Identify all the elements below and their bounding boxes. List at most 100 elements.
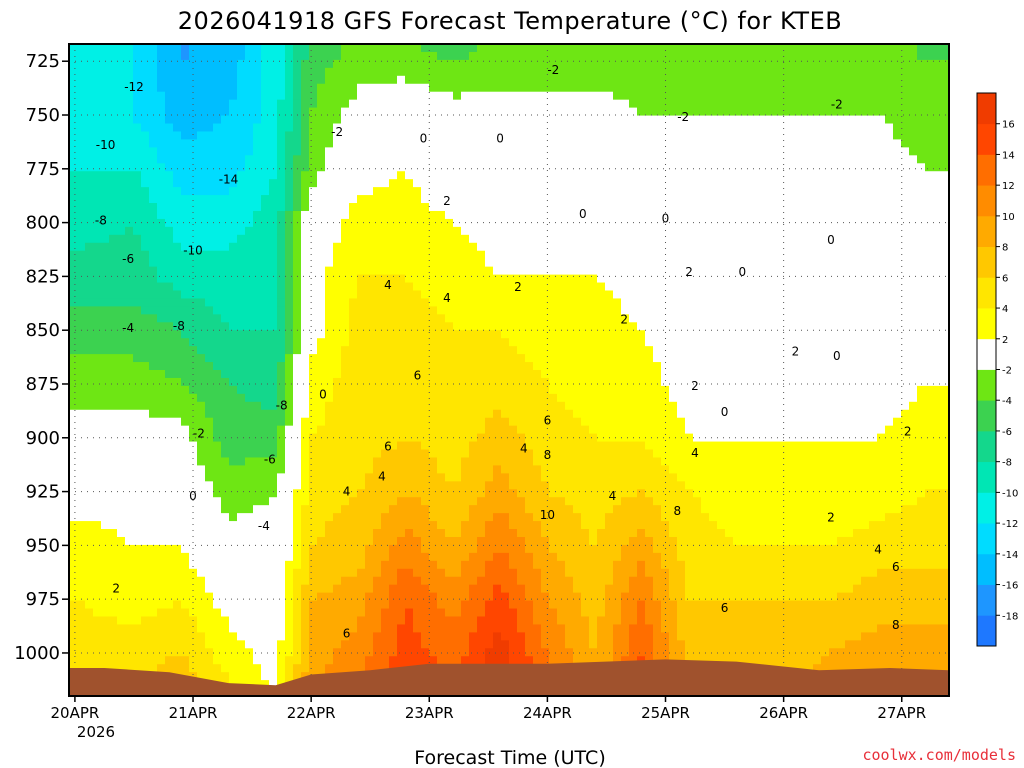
- temperature-cell: [165, 115, 174, 125]
- temperature-cell: [221, 330, 230, 339]
- temperature-cell: [477, 560, 486, 570]
- temperature-cell: [469, 139, 478, 148]
- temperature-cell: [357, 393, 366, 403]
- temperature-cell: [245, 592, 254, 602]
- temperature-cell: [101, 449, 110, 459]
- temperature-cell: [285, 195, 294, 204]
- temperature-cell: [469, 616, 478, 626]
- temperature-cell: [173, 322, 182, 331]
- temperature-cell: [549, 163, 558, 172]
- temperature-cell: [165, 147, 174, 156]
- temperature-cell: [493, 107, 502, 117]
- temperature-cell: [357, 560, 366, 570]
- temperature-cell: [381, 370, 390, 379]
- temperature-cell: [221, 282, 230, 292]
- temperature-cell: [453, 624, 462, 633]
- temperature-cell: [453, 608, 462, 618]
- temperature-cell: [397, 425, 406, 435]
- temperature-cell: [437, 489, 446, 498]
- temperature-cell: [509, 473, 518, 482]
- temperature-cell: [405, 481, 414, 490]
- temperature-cell: [253, 393, 262, 403]
- temperature-cell: [141, 354, 150, 363]
- temperature-cell: [445, 306, 454, 315]
- temperature-cell: [373, 600, 382, 610]
- temperature-cell: [205, 314, 214, 323]
- temperature-cell: [133, 354, 142, 363]
- temperature-cell: [269, 51, 278, 61]
- temperature-cell: [125, 155, 134, 164]
- temperature-cell: [445, 592, 454, 602]
- temperature-cell: [181, 489, 190, 498]
- temperature-cell: [237, 115, 246, 125]
- temperature-cell: [365, 234, 374, 244]
- temperature-cell: [85, 258, 94, 268]
- temperature-cell: [453, 473, 462, 482]
- temperature-cell: [509, 401, 518, 411]
- temperature-cell: [93, 513, 102, 522]
- temperature-cell: [349, 218, 358, 228]
- temperature-cell: [501, 425, 510, 435]
- temperature-cell: [245, 529, 254, 538]
- temperature-cell: [317, 560, 326, 570]
- temperature-cell: [453, 91, 462, 101]
- temperature-cell: [525, 67, 534, 77]
- temperature-cell: [357, 664, 366, 673]
- temperature-cell: [533, 346, 542, 355]
- temperature-cell: [101, 290, 110, 300]
- temperature-cell: [429, 529, 438, 538]
- temperature-cell: [365, 179, 374, 188]
- temperature-cell: [389, 362, 398, 371]
- temperature-cell: [77, 218, 86, 228]
- temperature-cell: [461, 218, 470, 228]
- temperature-cell: [165, 131, 174, 141]
- temperature-cell: [397, 656, 406, 665]
- temperature-cell: [485, 59, 494, 69]
- temperature-cell: [549, 385, 558, 395]
- temperature-cell: [181, 370, 190, 379]
- temperature-cell: [381, 497, 390, 506]
- temperature-cell: [533, 155, 542, 164]
- temperature-cell: [253, 592, 262, 602]
- temperature-cell: [405, 433, 414, 443]
- temperature-cell: [69, 75, 78, 85]
- temperature-cell: [413, 226, 422, 236]
- temperature-cell: [269, 338, 278, 347]
- temperature-cell: [493, 560, 502, 570]
- temperature-cell: [317, 274, 326, 284]
- temperature-cell: [157, 99, 166, 109]
- temperature-cell: [429, 536, 438, 546]
- temperature-cell: [261, 242, 270, 252]
- temperature-cell: [509, 552, 518, 562]
- temperature-cell: [117, 425, 126, 435]
- temperature-cell: [437, 481, 446, 490]
- temperature-cell: [237, 354, 246, 363]
- temperature-cell: [381, 266, 390, 276]
- temperature-cell: [373, 266, 382, 276]
- temperature-cell: [77, 505, 86, 514]
- temperature-cell: [373, 576, 382, 586]
- temperature-cell: [141, 401, 150, 411]
- temperature-cell: [525, 123, 534, 133]
- temperature-cell: [293, 497, 302, 506]
- temperature-cell: [309, 481, 318, 490]
- temperature-cell: [85, 242, 94, 252]
- temperature-cell: [165, 568, 174, 578]
- temperature-cell: [501, 330, 510, 339]
- temperature-cell: [125, 409, 134, 419]
- temperature-cell: [285, 632, 294, 641]
- temperature-cell: [133, 234, 142, 244]
- temperature-cell: [133, 465, 142, 474]
- temperature-cell: [261, 489, 270, 498]
- temperature-cell: [389, 600, 398, 610]
- temperature-cell: [229, 44, 238, 53]
- temperature-cell: [85, 425, 94, 435]
- temperature-cell: [125, 314, 134, 323]
- temperature-cell: [125, 393, 134, 403]
- temperature-cell: [301, 377, 310, 387]
- temperature-cell: [541, 449, 550, 459]
- temperature-cell: [205, 656, 214, 665]
- temperature-cell: [109, 306, 118, 315]
- temperature-cell: [253, 234, 262, 244]
